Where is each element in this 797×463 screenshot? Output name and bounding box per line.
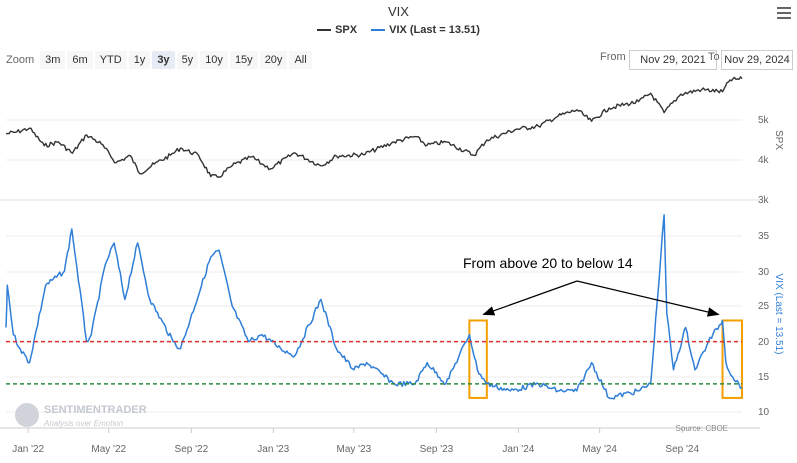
y-tick-label-vix: 10: [758, 407, 770, 418]
range-from-label: From: [600, 51, 626, 63]
zoom-button-3m[interactable]: 3m: [40, 51, 66, 69]
y-tick-label-vix: 20: [758, 337, 770, 348]
highlight-layer: [468, 319, 744, 399]
zoom-button-all[interactable]: All: [289, 51, 312, 69]
zoom-button-ytd[interactable]: YTD: [94, 51, 127, 69]
legend-swatch-spx: [317, 29, 332, 31]
chart-menu-icon[interactable]: [777, 7, 791, 19]
legend-label-spx: SPX: [335, 24, 358, 36]
zoom-button-3y[interactable]: 3y: [152, 51, 175, 69]
x-tick-label: Jan '24: [502, 444, 534, 455]
reference-line-layer: [6, 340, 742, 385]
y-tick-label-vix: 15: [758, 372, 770, 383]
zoom-button-6m[interactable]: 6m: [67, 51, 93, 69]
zoom-button-15y[interactable]: 15y: [229, 51, 258, 69]
x-tick-label: Sep '24: [665, 444, 699, 455]
x-tick-label: Sep '22: [175, 444, 209, 455]
legend-swatch-vix: [371, 29, 386, 31]
range-to-input[interactable]: Nov 29, 2024: [721, 50, 793, 70]
annotation-arrow-2: [576, 280, 720, 317]
y-tick-label-vix: 35: [758, 231, 770, 242]
range-to-label: To: [708, 51, 720, 63]
x-tick-label: May '22: [91, 444, 126, 455]
grid-layer: [0, 80, 760, 428]
series-layer: [5, 76, 743, 400]
annotation-text: From above 20 to below 14: [463, 255, 633, 271]
annotation-layer: [482, 280, 720, 317]
x-tick-label: May '23: [337, 444, 372, 455]
highlight-box-1: [468, 319, 488, 399]
y-tick-label-spx: 3k: [758, 195, 770, 206]
source-label: Source: CBOE: [676, 424, 728, 433]
chart-title: VIX: [388, 4, 409, 19]
y-tick-label-spx: 4k: [758, 155, 770, 166]
series-line-vix: [5, 214, 743, 400]
highlight-box-2: [721, 319, 744, 399]
x-tick-label: Sep '23: [420, 444, 454, 455]
zoom-label: Zoom: [6, 54, 35, 66]
x-tick-label: Jan '23: [257, 444, 289, 455]
watermark: SENTIMENTRADER Analysis over Emotion: [15, 403, 147, 428]
legend-item-vix[interactable]: VIX (Last = 13.51): [371, 24, 480, 36]
legend: SPX VIX (Last = 13.51): [0, 24, 797, 36]
x-tick-label: May '24: [582, 444, 617, 455]
watermark-tagline: Analysis over Emotion: [43, 419, 124, 428]
legend-item-spx[interactable]: SPX: [317, 24, 357, 36]
plot-background: [0, 80, 760, 428]
annotation-arrow-1: [482, 280, 578, 316]
y-tick-label-vix: 25: [758, 301, 770, 312]
x-tick-label: Jan '22: [12, 444, 44, 455]
y-tick-label-vix: 30: [758, 267, 770, 278]
series-line-spx: [5, 76, 743, 178]
y-tick-label-spx: 5k: [758, 115, 770, 126]
zoom-button-10y[interactable]: 10y: [200, 51, 228, 69]
zoom-button-5y[interactable]: 5y: [176, 51, 199, 69]
zoom-controls: Zoom 3m 6m YTD 1y 3y 5y 10y 15y 20y All: [6, 51, 312, 69]
watermark-logo-icon: [15, 403, 39, 427]
y-axis-title-spx: SPX: [773, 130, 784, 150]
range-from-input[interactable]: Nov 29, 2021: [629, 50, 717, 70]
y-axis-title-vix: VIX (Last = 13.51): [773, 274, 784, 355]
axis-layer: 5k 4k 3k SPX 35 30 25 20 15 10 VIX (Last = 13.51) J…: [0, 115, 784, 455]
zoom-button-20y[interactable]: 20y: [259, 51, 288, 69]
legend-label-vix: VIX (Last = 13.51): [389, 24, 480, 36]
zoom-button-1y[interactable]: 1y: [128, 51, 151, 69]
watermark-brand: SENTIMENTRADER: [44, 404, 147, 416]
